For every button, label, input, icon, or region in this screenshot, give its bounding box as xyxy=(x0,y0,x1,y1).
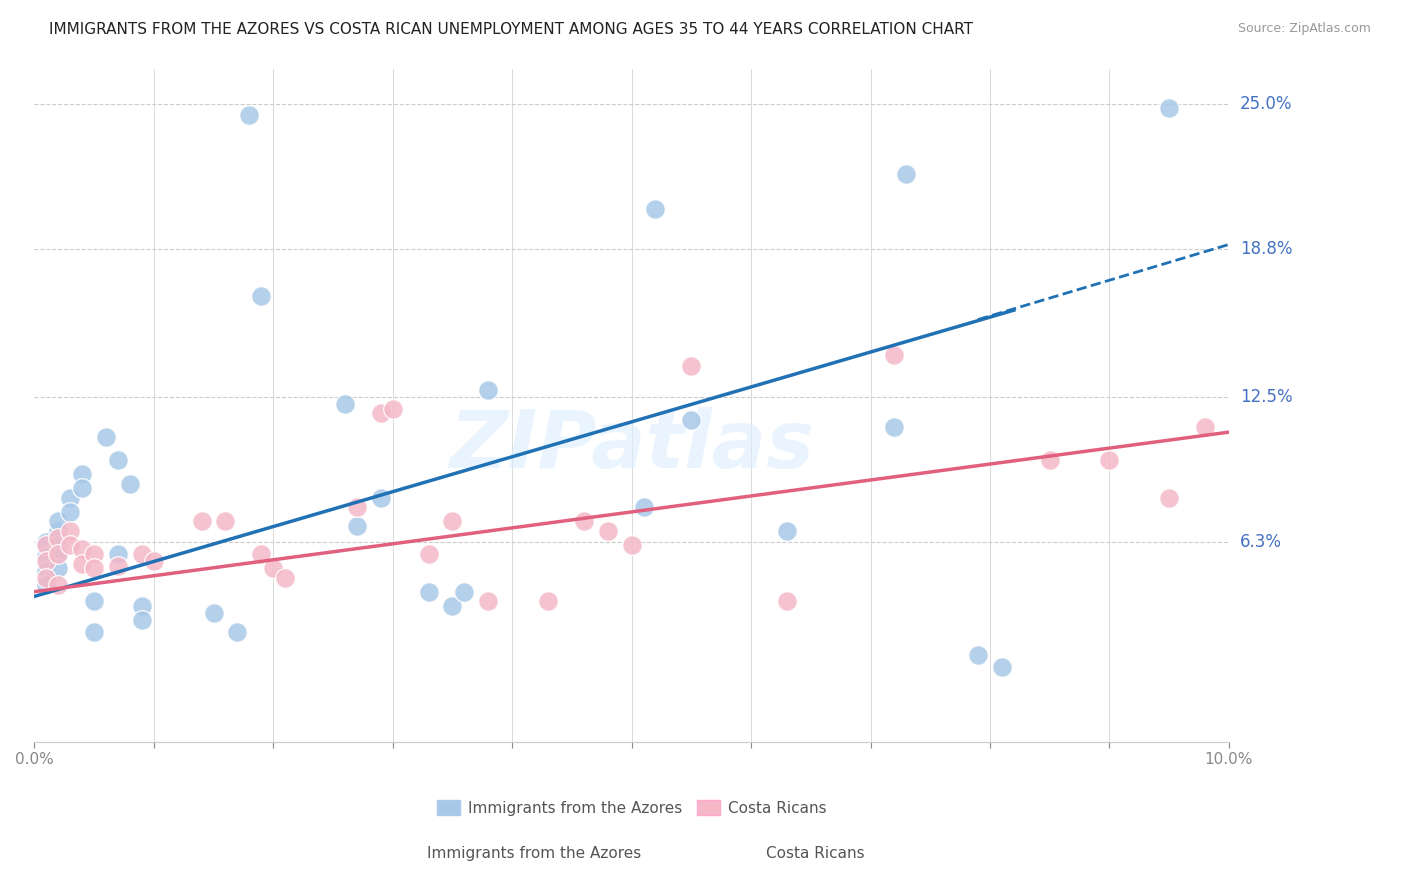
Point xyxy=(1159,491,1181,505)
Point xyxy=(83,594,105,608)
Point xyxy=(262,561,284,575)
Point xyxy=(59,538,82,552)
Point xyxy=(46,538,69,552)
Text: 6.3%: 6.3% xyxy=(1240,533,1282,551)
Point xyxy=(681,413,703,427)
Point xyxy=(35,577,58,591)
Point xyxy=(214,514,236,528)
Point xyxy=(346,519,368,533)
Point xyxy=(644,202,666,217)
Point xyxy=(681,359,703,374)
Text: Costa Ricans: Costa Ricans xyxy=(766,846,865,861)
Point xyxy=(418,584,440,599)
Point xyxy=(46,561,69,575)
Point xyxy=(633,500,655,515)
Point xyxy=(1098,453,1121,467)
Point xyxy=(94,430,117,444)
Point xyxy=(967,648,990,662)
Point xyxy=(1159,102,1181,116)
Text: 18.8%: 18.8% xyxy=(1240,240,1292,258)
Point xyxy=(238,108,260,122)
Point xyxy=(70,557,93,571)
Point xyxy=(226,624,249,639)
Point xyxy=(35,538,58,552)
Point xyxy=(1194,420,1216,434)
Point xyxy=(131,547,153,561)
Point xyxy=(35,535,58,549)
Point xyxy=(35,549,58,564)
Point xyxy=(333,397,356,411)
Legend: Immigrants from the Azores, Costa Ricans: Immigrants from the Azores, Costa Ricans xyxy=(430,794,832,822)
Point xyxy=(202,606,225,620)
Point xyxy=(70,467,93,482)
Point xyxy=(83,624,105,639)
Point xyxy=(46,547,69,561)
Point xyxy=(453,584,475,599)
Point xyxy=(250,547,273,561)
Point xyxy=(131,599,153,613)
Point xyxy=(1039,453,1062,467)
Point xyxy=(107,558,129,573)
Point xyxy=(46,577,69,591)
Point xyxy=(131,613,153,627)
Point xyxy=(35,571,58,585)
Point xyxy=(70,482,93,496)
Point xyxy=(346,500,368,515)
Point xyxy=(35,564,58,578)
Text: IMMIGRANTS FROM THE AZORES VS COSTA RICAN UNEMPLOYMENT AMONG AGES 35 TO 44 YEARS: IMMIGRANTS FROM THE AZORES VS COSTA RICA… xyxy=(49,22,973,37)
Point xyxy=(35,554,58,568)
Point xyxy=(274,571,297,585)
Text: Source: ZipAtlas.com: Source: ZipAtlas.com xyxy=(1237,22,1371,36)
Point xyxy=(46,547,69,561)
Point xyxy=(250,289,273,303)
Point xyxy=(107,547,129,561)
Point xyxy=(537,594,560,608)
Point xyxy=(441,514,464,528)
Point xyxy=(776,594,799,608)
Point xyxy=(59,505,82,519)
Point xyxy=(477,594,499,608)
Point xyxy=(477,383,499,397)
Point xyxy=(83,561,105,575)
Point xyxy=(441,599,464,613)
Point xyxy=(896,167,918,181)
Point xyxy=(572,514,595,528)
Point xyxy=(620,538,643,552)
Point xyxy=(70,542,93,557)
Point xyxy=(59,524,82,538)
Point xyxy=(991,659,1014,673)
Point xyxy=(596,524,619,538)
Text: 12.5%: 12.5% xyxy=(1240,388,1292,406)
Point xyxy=(370,406,392,420)
Point xyxy=(46,514,69,528)
Point xyxy=(190,514,212,528)
Text: ZIPatlas: ZIPatlas xyxy=(449,407,814,484)
Point xyxy=(776,524,799,538)
Point xyxy=(370,491,392,505)
Point xyxy=(46,531,69,545)
Text: 25.0%: 25.0% xyxy=(1240,95,1292,112)
Point xyxy=(118,476,141,491)
Point xyxy=(107,453,129,467)
Text: Immigrants from the Azores: Immigrants from the Azores xyxy=(427,846,641,861)
Point xyxy=(883,348,905,362)
Point xyxy=(142,554,165,568)
Point xyxy=(418,547,440,561)
Point xyxy=(46,524,69,538)
Point xyxy=(59,491,82,505)
Point xyxy=(83,547,105,561)
Point xyxy=(381,401,404,416)
Point xyxy=(883,420,905,434)
